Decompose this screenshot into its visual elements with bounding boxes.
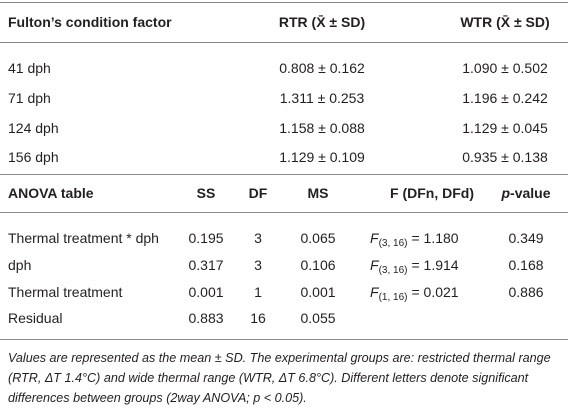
value-cell: 0.065 (300, 230, 336, 246)
f-value: = 1.180 (411, 230, 459, 246)
f-symbol: F (370, 257, 379, 273)
footnote: Values are represented as the mean ± SD.… (8, 351, 551, 405)
row-label: dph (8, 257, 32, 273)
top-rule (0, 2, 568, 3)
value-cell: 0.349 (508, 230, 544, 246)
column-header: RTR (X̄ ± SD) (278, 14, 366, 30)
row-label: 41 dph (8, 60, 51, 76)
value-cell: 3 (254, 230, 262, 246)
value-cell: F(1, 16) = 0.021 (370, 282, 459, 303)
value-cell: 1.311 ± 0.253 (279, 90, 365, 106)
value-cell: 3 (254, 257, 262, 273)
p-symbol: p (501, 185, 511, 201)
row-label: 124 dph (8, 120, 59, 136)
section-rule (0, 174, 568, 175)
f-symbol: F (370, 230, 379, 246)
value-cell: 0.883 (188, 310, 224, 326)
value-cell: 0.168 (508, 257, 544, 273)
value-cell: 0.106 (300, 257, 336, 273)
value-cell: 0.808 ± 0.162 (279, 60, 365, 76)
column-header: F (DFn, DFd) (390, 185, 474, 201)
f-value: = 1.914 (411, 257, 459, 273)
column-header: WTR (X̄ ± SD) (460, 14, 550, 30)
column-header: MS (307, 185, 329, 201)
row-label: 71 dph (8, 90, 51, 106)
value-cell: 1.129 ± 0.109 (279, 149, 365, 165)
value-cell: 1.196 ± 0.242 (462, 90, 548, 106)
column-header: p-value (501, 183, 550, 203)
value-cell: 0.935 ± 0.138 (462, 149, 548, 165)
f-df: (3, 16) (378, 238, 408, 249)
value-cell: 1.090 ± 0.502 (462, 60, 548, 76)
value-cell: F(3, 16) = 1.914 (370, 255, 459, 276)
value-cell: 0.195 (188, 230, 224, 246)
header-rule (0, 212, 568, 213)
header-rule (0, 42, 568, 43)
column-header: Fulton’s condition factor (8, 14, 172, 30)
value-cell: 0.886 (508, 284, 544, 300)
value-cell: 1.158 ± 0.088 (279, 120, 365, 136)
value-cell: 1.129 ± 0.045 (462, 120, 548, 136)
value-cell: 0.055 (300, 310, 336, 326)
value-cell: 1 (254, 284, 262, 300)
value-cell: 16 (250, 310, 266, 326)
f-value: = 0.021 (411, 284, 459, 300)
row-label: Thermal treatment * dph (8, 230, 159, 246)
f-symbol: F (370, 284, 379, 300)
value-cell: 0.001 (188, 284, 224, 300)
value-cell: 0.317 (188, 257, 224, 273)
f-df: (3, 16) (378, 265, 408, 276)
f-df: (1, 16) (378, 292, 408, 303)
value-cell: 0.001 (300, 284, 336, 300)
row-label: Residual (8, 310, 63, 326)
value-cell: F(3, 16) = 1.180 (370, 228, 459, 249)
row-label: Thermal treatment (8, 284, 123, 300)
header-text: -value (510, 185, 551, 201)
column-header: DF (248, 185, 268, 201)
column-header: ANOVA table (8, 185, 94, 201)
bottom-rule (0, 339, 568, 340)
column-header: SS (196, 185, 216, 201)
row-label: 156 dph (8, 149, 59, 165)
